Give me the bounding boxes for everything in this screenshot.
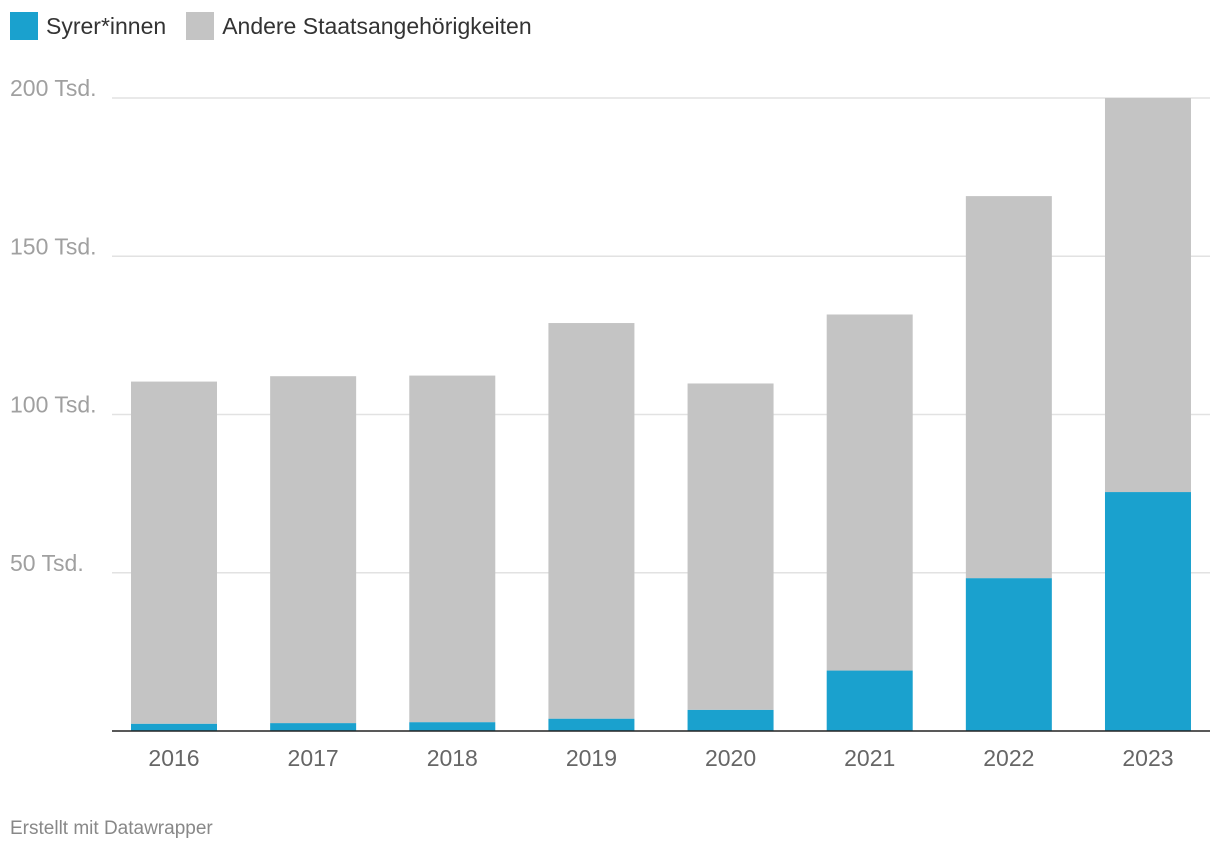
bar-segment-andere: [1104, 98, 1191, 493]
legend-item-andere: Andere Staatsangehörigkeiten: [186, 12, 532, 40]
x-tick-label: 2023: [1122, 745, 1173, 771]
legend-label-syrer: Syrer*innen: [46, 12, 167, 39]
y-tick-label: 50 Tsd.: [10, 550, 84, 576]
bar-segment-andere: [131, 381, 217, 724]
y-tick-label: 200 Tsd.: [10, 75, 97, 101]
bar-segment-andere: [687, 383, 774, 710]
x-tick-label: 2019: [566, 745, 617, 771]
chart-legend: Syrer*innen Andere Staatsangehörigkeiten: [10, 12, 532, 40]
x-tick-label: 2017: [288, 745, 339, 771]
bar-segment-syrer: [965, 578, 1052, 731]
bar-segment-syrer: [1104, 492, 1191, 731]
bar-segment-syrer: [826, 670, 913, 731]
bar-segment-andere: [409, 375, 496, 723]
bar-segment-andere: [965, 196, 1052, 579]
x-tick-label: 2022: [983, 745, 1034, 771]
bar-segment-syrer: [548, 718, 635, 731]
y-tick-label: 100 Tsd.: [10, 392, 97, 418]
bar-segment-syrer: [409, 722, 496, 731]
x-tick-label: 2021: [844, 745, 895, 771]
legend-swatch-syrer: [10, 12, 38, 40]
stacked-bar-chart: 50 Tsd. 100 Tsd. 150 Tsd. 200 Tsd. 2016 2017 2…: [10, 75, 1210, 771]
footer-credit: Erstellt mit Datawrapper: [10, 818, 213, 839]
x-tick-label: 2016: [148, 745, 199, 771]
bar-segment-andere: [548, 323, 635, 719]
legend-swatch-andere: [186, 12, 215, 40]
legend-item-syrer: Syrer*innen: [10, 12, 166, 40]
legend-label-andere: Andere Staatsangehörigkeiten: [222, 12, 532, 39]
bar-segment-syrer: [270, 723, 357, 731]
x-tick-label: 2018: [427, 745, 478, 771]
x-tick-label: 2020: [705, 745, 756, 771]
bar-segment-syrer: [131, 723, 217, 731]
bar-segment-andere: [826, 314, 913, 671]
y-tick-label: 150 Tsd.: [10, 233, 97, 259]
bar-segment-andere: [270, 376, 357, 724]
bar-segment-syrer: [687, 709, 774, 731]
